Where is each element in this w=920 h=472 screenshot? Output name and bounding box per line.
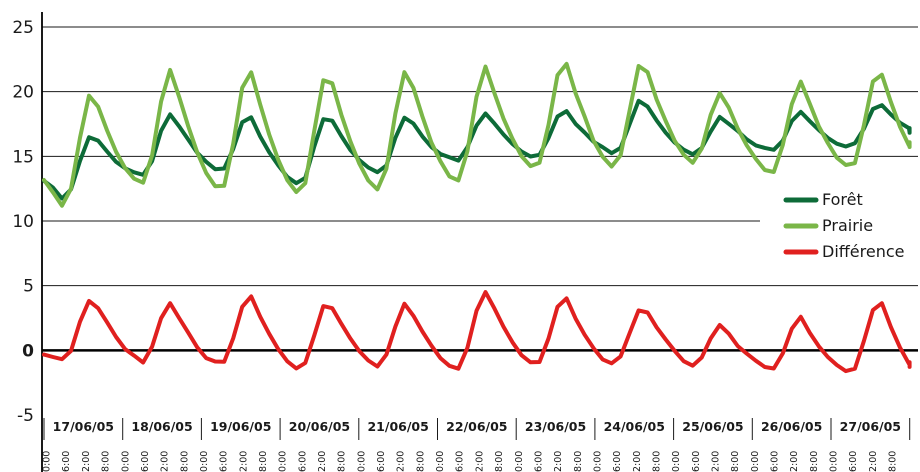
hour-label: 0:00 (750, 451, 761, 472)
y-tick-label: 10 (12, 212, 34, 232)
series-line (42, 61, 912, 208)
hour-label: 8:00 (809, 451, 820, 472)
series-line (42, 98, 912, 201)
hour-label: 2:00 (396, 451, 407, 472)
day-label: 21/06/05 (367, 419, 428, 434)
hour-label: 8:00 (179, 451, 190, 472)
hour-label: 2:00 (868, 451, 879, 472)
hour-label: 2:00 (789, 451, 800, 472)
y-tick-label: 5 (23, 277, 34, 297)
hour-label: 0:00 (592, 451, 603, 472)
gridlines (42, 26, 918, 352)
hour-label: 2:00 (317, 451, 328, 472)
y-tick-label: 20 (12, 83, 34, 103)
hour-label: 8:00 (730, 451, 741, 472)
day-label: 22/06/05 (446, 419, 507, 434)
y-tick-label: 15 (12, 147, 34, 167)
hour-label: 8:00 (651, 451, 662, 472)
series-line (42, 290, 912, 374)
hour-label: 6:00 (376, 451, 387, 472)
hour-label: 6:00 (770, 451, 781, 472)
y-tick-label: 25 (12, 18, 34, 38)
hour-label: 6:00 (848, 451, 859, 472)
hour-label: 0:00 (829, 451, 840, 472)
hour-label: 8:00 (337, 451, 348, 472)
legend: Forêt Prairie Différence (783, 190, 904, 261)
hour-label: 0:00 (435, 451, 446, 472)
hour-label: 6:00 (455, 451, 466, 472)
day-label: 27/06/05 (840, 419, 901, 434)
hour-label: 0:00 (42, 451, 53, 472)
hour-label: 2:00 (238, 451, 249, 472)
legend-label: Prairie (822, 216, 873, 235)
hour-label: 2:00 (474, 451, 485, 472)
hour-label: 6:00 (612, 451, 623, 472)
day-label: 19/06/05 (210, 419, 271, 434)
day-label: 26/06/05 (761, 419, 822, 434)
hour-label: 8:00 (415, 451, 426, 472)
day-label: 24/06/05 (604, 419, 665, 434)
hour-label: 2:00 (160, 451, 171, 472)
hour-label: 0:00 (278, 451, 289, 472)
day-label: 20/06/05 (289, 419, 350, 434)
hour-label: 8:00 (258, 451, 269, 472)
hour-label: 8:00 (888, 451, 899, 472)
hour-label: 6:00 (533, 451, 544, 472)
hour-label: 2:00 (553, 451, 564, 472)
y-axis: 25 20 15 10 5 0 -5 (12, 12, 43, 472)
y-tick-label: 0 (22, 341, 34, 361)
day-label: 25/06/05 (682, 419, 743, 434)
y-tick-label: -5 (17, 406, 34, 426)
hour-label: 0:00 (671, 451, 682, 472)
hour-label: 6:00 (691, 451, 702, 472)
hour-label: 6:00 (61, 451, 72, 472)
hour-label: 0:00 (199, 451, 210, 472)
hour-label: 8:00 (494, 451, 505, 472)
day-label: 23/06/05 (525, 419, 586, 434)
day-label: 18/06/05 (131, 419, 192, 434)
hour-label: 0:00 (514, 451, 525, 472)
series-lines (42, 61, 912, 374)
hour-label: 2:00 (711, 451, 722, 472)
hour-label: 0:00 (120, 451, 131, 472)
hour-label: 0:00 (356, 451, 367, 472)
legend-label: Forêt (822, 190, 863, 209)
x-axis: 17/06/05 18/06/05 19/06/05 20/06/05 21/06/05… (42, 418, 911, 472)
hour-label: 2:00 (81, 451, 92, 472)
hour-label: 8:00 (101, 451, 112, 472)
legend-label: Différence (822, 242, 904, 261)
hour-label: 6:00 (140, 451, 151, 472)
hour-label: 6:00 (297, 451, 308, 472)
hour-label: 6:00 (219, 451, 230, 472)
hour-label: 2:00 (632, 451, 643, 472)
day-label: 17/06/05 (53, 419, 114, 434)
hour-label: 8:00 (573, 451, 584, 472)
